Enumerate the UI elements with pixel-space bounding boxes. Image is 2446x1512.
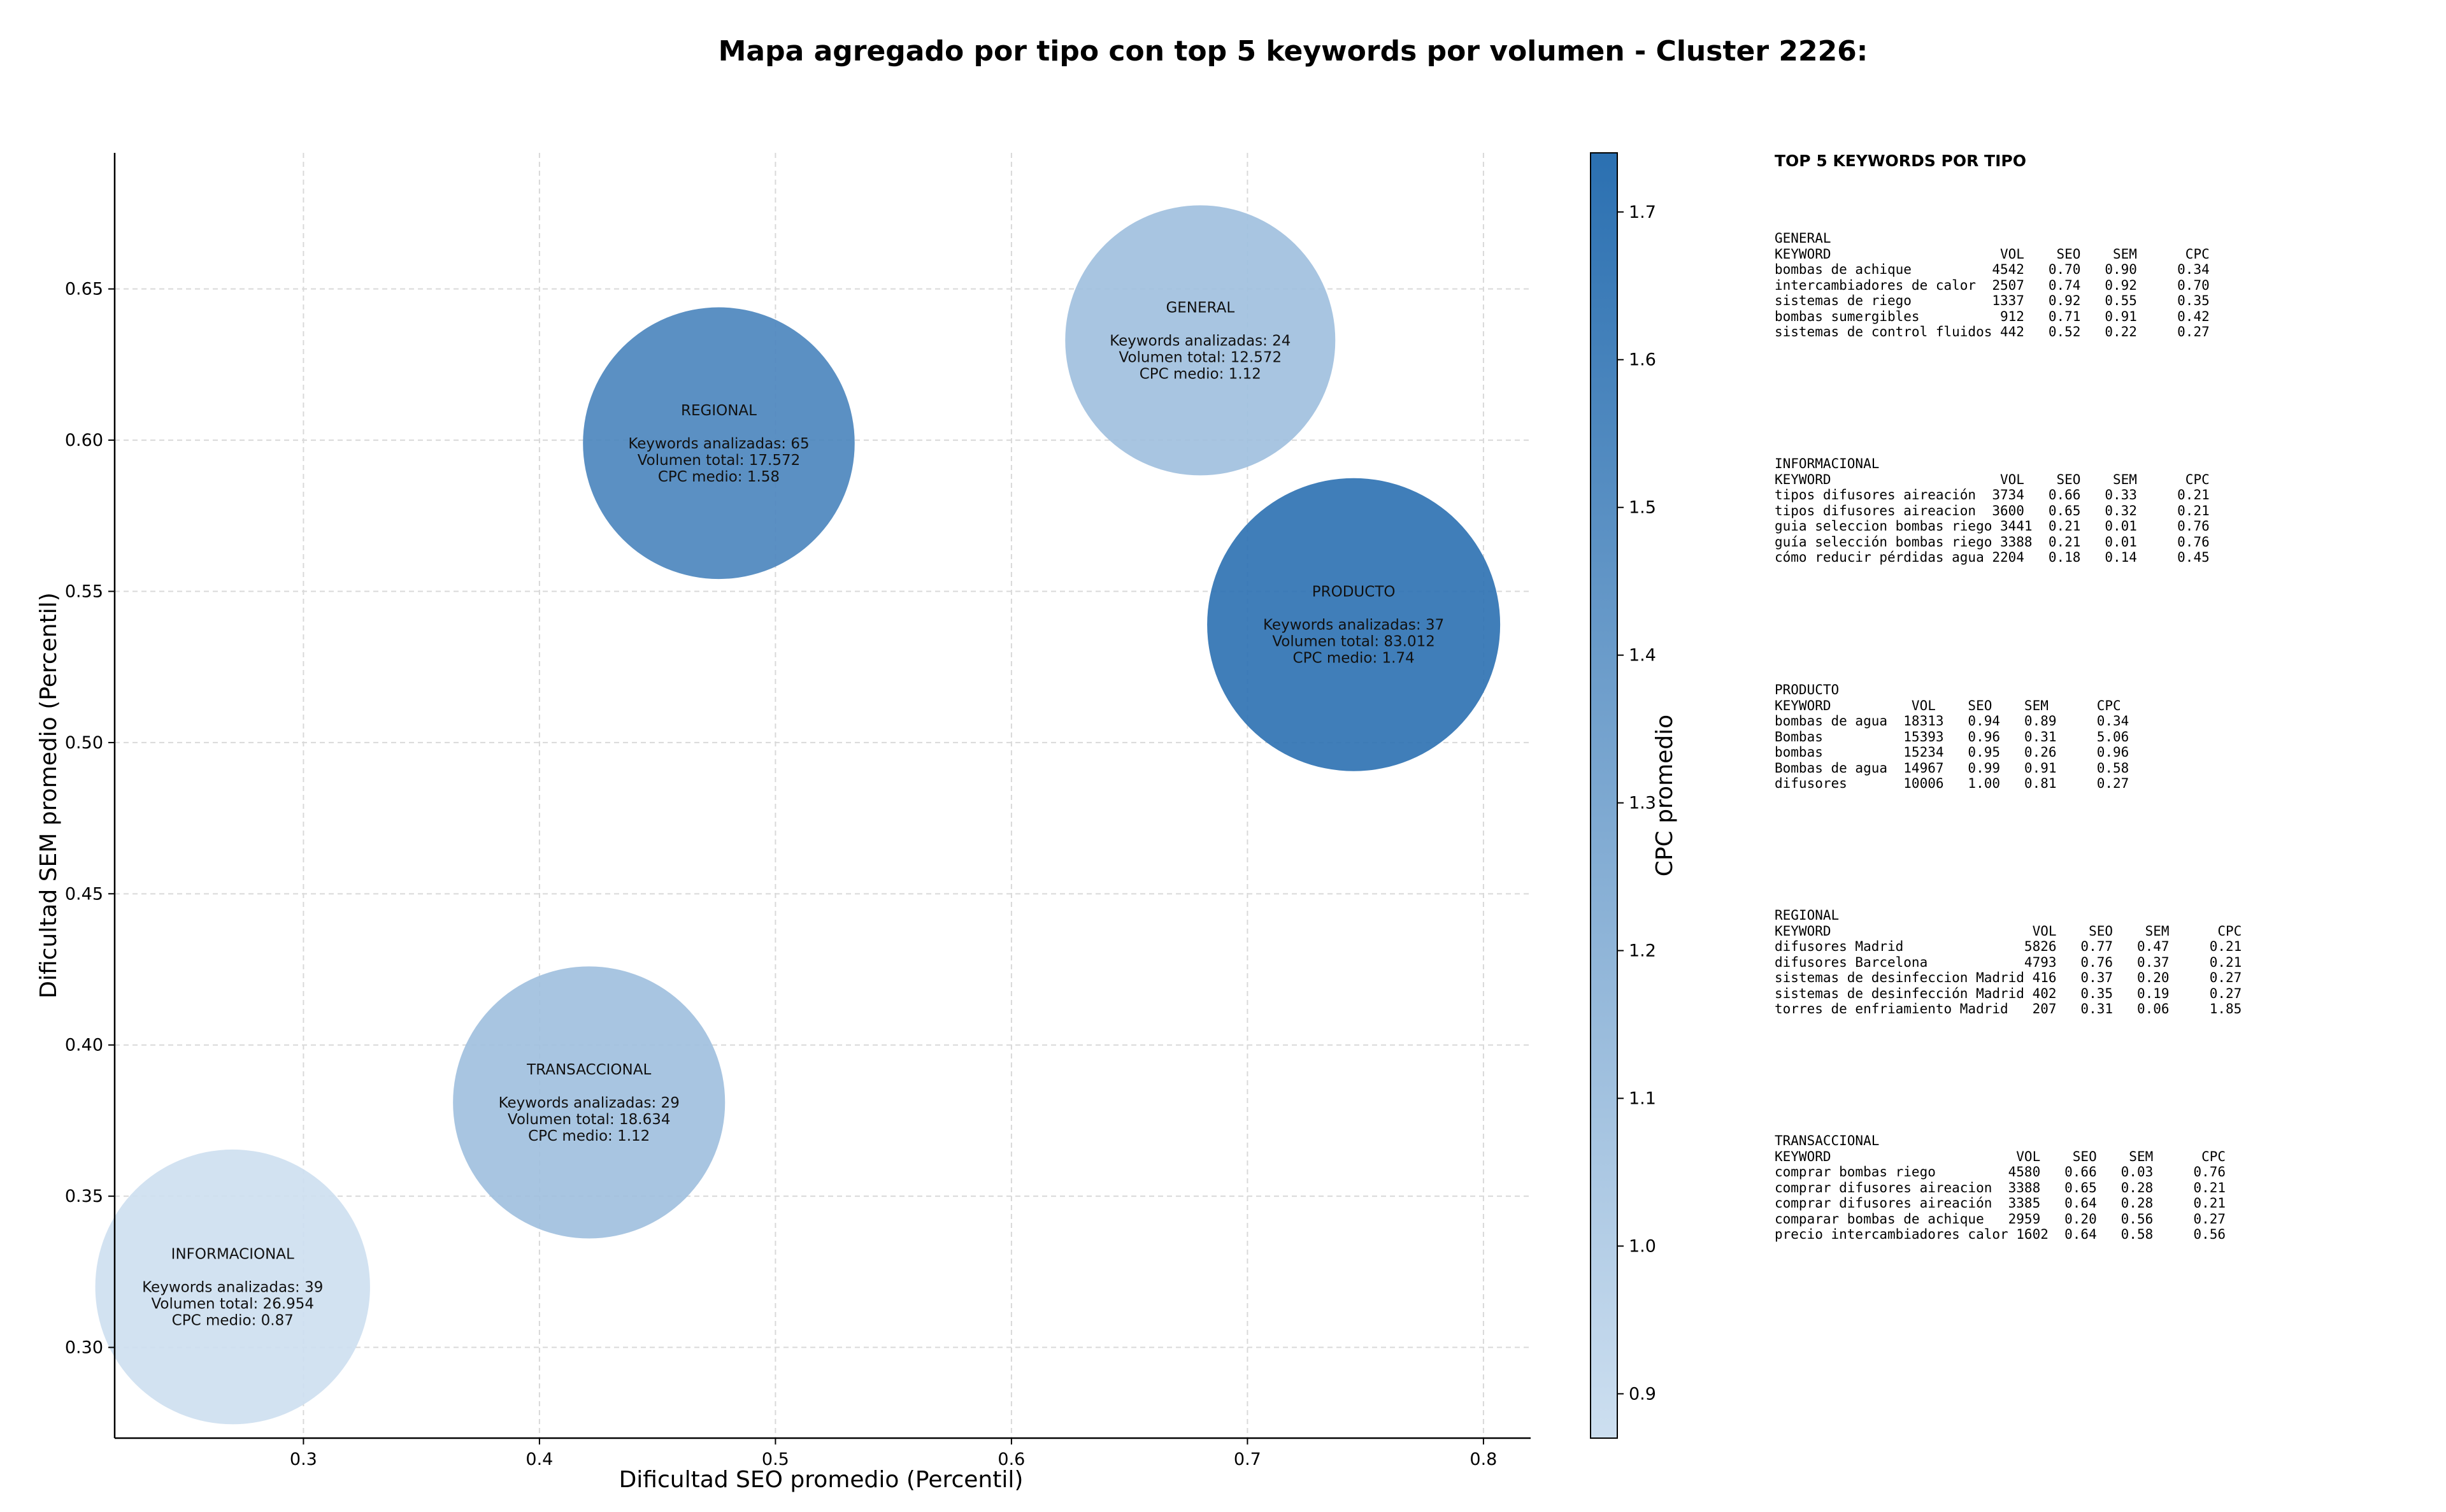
bubble-stat-label: CPC medio: 1.58 (658, 469, 780, 485)
colorbar-tick-label: 1.6 (1629, 350, 1656, 370)
y-tick-label: 0.30 (65, 1338, 103, 1358)
bubble-stat-label: CPC medio: 1.12 (528, 1128, 650, 1145)
chart-title: Mapa agregado por tipo con top 5 keyword… (719, 35, 1868, 68)
bubble-stat-label: CPC medio: 1.74 (1293, 650, 1415, 667)
y-tick-label: 0.65 (65, 280, 103, 299)
x-tick-label: 0.7 (1234, 1450, 1261, 1469)
bubble-stat-label: Keywords analizadas: 37 (1263, 617, 1444, 634)
bubble-type-label: TRANSACCIONAL (526, 1062, 651, 1078)
bubble-circle (583, 307, 855, 580)
bubble-stat-label: Keywords analizadas: 65 (628, 436, 809, 452)
bubble-stat-label: CPC medio: 0.87 (172, 1313, 294, 1329)
side-panel-heading: TOP 5 KEYWORDS POR TIPO (1775, 152, 2026, 170)
bubble-stat-label: Volumen total: 17.572 (638, 452, 801, 469)
bubble-circle (1207, 478, 1501, 771)
bubble-stat-label: Keywords analizadas: 39 (142, 1280, 323, 1296)
bubble-stat-label: Volumen total: 26.954 (151, 1296, 314, 1313)
keyword-table-informacional: INFORMACIONAL KEYWORD VOL SEO SEM CPC ti… (1775, 456, 2210, 565)
bubble-stat-label: Keywords analizadas: 24 (1110, 332, 1291, 349)
x-tick-label: 0.3 (290, 1450, 317, 1469)
colorbar-tick-label: 1.4 (1629, 646, 1656, 666)
colorbar-gradient (1590, 152, 1618, 1439)
bubble-type-label: REGIONAL (681, 403, 757, 419)
bubble-informacional: INFORMACIONAL Keywords analizadas: 39Volu… (95, 1149, 370, 1425)
bubble-circle (95, 1149, 370, 1425)
colorbar-tick-label: 1.1 (1629, 1089, 1656, 1109)
keyword-table-transaccional: TRANSACCIONAL KEYWORD VOL SEO SEM CPC co… (1775, 1133, 2226, 1242)
colorbar-tick-label: 1.7 (1629, 203, 1656, 222)
bubble-stat-label: Volumen total: 12.572 (1119, 349, 1282, 366)
colorbar-tick-label: 0.9 (1629, 1384, 1656, 1404)
bubble-circle (453, 966, 726, 1239)
bubble-stat-label: Volumen total: 18.634 (508, 1111, 671, 1128)
bubble-stat-label: CPC medio: 1.12 (1140, 366, 1261, 382)
bubble-stat-label: Volumen total: 83.012 (1272, 634, 1435, 650)
bubble-type-label: INFORMACIONAL (171, 1246, 294, 1263)
x-axis-label: Dificultad SEO promedio (Percentil) (619, 1467, 1024, 1493)
keyword-table-producto: PRODUCTO KEYWORD VOL SEO SEM CPC bombas … (1775, 682, 2129, 791)
colorbar-tick-label: 1.0 (1629, 1236, 1656, 1256)
colorbar-tick-label: 1.3 (1629, 794, 1656, 813)
bubble-type-label: PRODUCTO (1312, 584, 1396, 601)
colorbar-label: CPC promedio (1652, 715, 1678, 876)
y-tick-label: 0.60 (65, 431, 103, 450)
y-tick-label: 0.35 (65, 1187, 103, 1206)
axes: 0.3 0.4 0.5 0.6 0.7 0.8 0.30 0.35 0.40 0.45 0.50 0.… (65, 153, 1531, 1469)
keyword-table-general: GENERAL KEYWORD VOL SEO SEM CPC bombas d… (1775, 231, 2210, 339)
y-tick-label: 0.50 (65, 733, 103, 753)
y-axis-label: Dificultad SEM promedio (Percentil) (36, 592, 62, 999)
bubble-circle (1065, 205, 1336, 476)
x-tick-label: 0.4 (526, 1450, 553, 1469)
bubble-type-label: GENERAL (1166, 299, 1234, 316)
colorbar-tick-label: 1.5 (1629, 498, 1656, 518)
x-tick-label: 0.5 (762, 1450, 789, 1469)
keyword-table-regional: REGIONAL KEYWORD VOL SEO SEM CPC difusor… (1775, 908, 2242, 1016)
bubble-stat-label: Keywords analizadas: 29 (499, 1095, 680, 1111)
y-tick-label: 0.45 (65, 884, 103, 904)
x-tick-label: 0.8 (1470, 1450, 1497, 1469)
bubble-transaccional: TRANSACCIONAL Keywords analizadas: 29Volu… (453, 966, 726, 1239)
y-tick-label: 0.40 (65, 1036, 103, 1055)
y-tick-label: 0.55 (65, 581, 103, 601)
colorbar-tick-label: 1.2 (1629, 941, 1656, 961)
x-tick-label: 0.6 (998, 1450, 1025, 1469)
colorbar: 0.9 1.0 1.1 1.2 1.3 1.4 1.5 1.6 1.7 (1590, 152, 1656, 1439)
